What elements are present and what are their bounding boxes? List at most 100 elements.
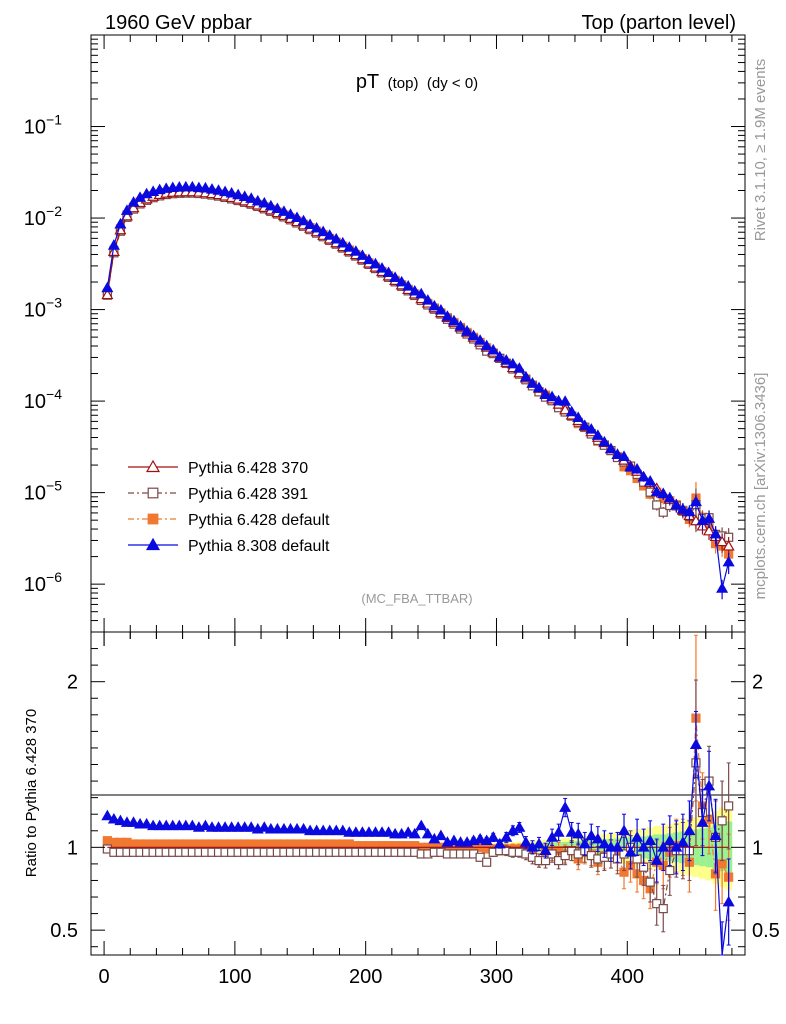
series-marker <box>212 184 225 195</box>
series-marker <box>624 461 637 472</box>
series-marker <box>572 411 585 423</box>
series-marker <box>676 502 689 514</box>
x-tick-label: 100 <box>218 966 251 988</box>
ratio-marker <box>336 824 349 836</box>
ratio-marker <box>482 857 492 867</box>
series-marker <box>652 500 662 510</box>
ratio-tick-label: 1 <box>67 837 78 859</box>
series-marker <box>709 527 722 539</box>
series-marker <box>670 498 683 510</box>
ratio-tick-label: 2 <box>752 672 763 694</box>
ratio-marker <box>539 844 552 855</box>
series-marker <box>245 192 258 203</box>
series-marker <box>657 487 670 499</box>
ratio-marker <box>624 846 637 857</box>
header-right: Top (parton level) <box>581 12 736 34</box>
series-marker <box>500 354 513 365</box>
ratio-marker <box>554 855 564 866</box>
ratio-tick-label: 0.5 <box>50 920 78 942</box>
ratio-marker <box>696 816 709 827</box>
x-axis: 0 100 200 300 400 <box>99 35 733 988</box>
ratio-marker <box>683 824 696 836</box>
series-marker <box>617 450 631 461</box>
series-marker <box>474 334 487 345</box>
series-marker <box>487 343 500 355</box>
ratio-marker <box>676 836 689 847</box>
series-marker <box>454 320 467 331</box>
plot-title-suffix: (dy < 0) <box>427 75 478 92</box>
ratio-marker <box>552 826 565 837</box>
series-marker <box>611 448 624 459</box>
plot-title: pT (top) (dy < 0) <box>356 71 478 93</box>
ratio-marker <box>722 895 735 907</box>
ratio-marker <box>591 832 604 844</box>
ratio-marker <box>532 837 546 849</box>
ratio-tick-label: 1 <box>752 837 763 859</box>
ratio-curves <box>101 634 735 956</box>
ratio-marker <box>717 859 727 869</box>
main-panel: pT (top) (dy < 0) (MC_FBA_TTBAR) 10−110−… <box>24 34 746 633</box>
ratio-marker <box>140 817 153 829</box>
legend-marker <box>145 459 161 473</box>
series-marker <box>323 229 336 240</box>
analysis-label: (MC_FBA_TTBAR) <box>361 591 472 606</box>
series-marker <box>644 475 657 486</box>
series-marker <box>107 245 120 256</box>
ratio-marker <box>644 834 657 846</box>
legend-label: Pythia 6.428 370 <box>188 460 308 477</box>
ratio-marker <box>658 904 668 914</box>
ratio-marker <box>487 831 500 842</box>
ratio-y-label: Ratio to Pythia 6.428 370 <box>23 709 40 877</box>
x-tick-label: 200 <box>349 966 382 988</box>
ratio-marker <box>578 837 591 849</box>
ratio-marker <box>297 822 310 834</box>
y-axis-main: 10−1 10−2 10−3 10−4 10−5 10−6 <box>24 34 745 633</box>
ratio-marker <box>709 829 722 841</box>
series-marker <box>349 245 362 256</box>
legend: Pythia 6.428 370 Pythia 6.428 391 Pythia 6… <box>128 459 330 555</box>
series-marker <box>441 310 454 321</box>
series-marker <box>461 325 474 336</box>
ratio-marker <box>665 865 675 876</box>
main-curves <box>101 180 735 600</box>
legend-marker <box>145 537 161 551</box>
series-marker <box>631 463 644 474</box>
series-marker <box>375 262 389 273</box>
ratio-marker <box>500 831 513 842</box>
series-marker <box>271 202 284 214</box>
series-marker <box>330 232 343 244</box>
ratio-tick-label: 0.5 <box>752 920 780 942</box>
ratio-marker <box>650 854 663 865</box>
header-left: 1960 GeV ppbar <box>105 12 252 34</box>
ratio-marker <box>663 834 676 846</box>
series-marker <box>101 288 114 300</box>
series-marker <box>382 266 395 278</box>
ratio-marker <box>611 841 624 852</box>
ratio-marker <box>415 819 428 831</box>
x-tick-label: 0 <box>99 966 110 988</box>
y-tick-label: 10−1 <box>24 112 62 139</box>
series-marker <box>408 284 421 296</box>
ratio-marker <box>585 829 598 841</box>
ratio-marker <box>408 827 421 839</box>
series-marker <box>277 205 290 216</box>
series-marker <box>225 186 238 198</box>
legend-label: Pythia 6.428 default <box>188 512 330 529</box>
series-marker <box>107 239 120 250</box>
series-marker <box>369 257 382 269</box>
series-marker <box>565 405 578 417</box>
series-marker <box>447 314 461 326</box>
y-tick-label: 10−4 <box>24 386 62 413</box>
ratio-marker <box>493 837 506 849</box>
ratio-marker <box>114 814 127 826</box>
series-marker <box>356 249 369 260</box>
ratio-marker <box>572 827 585 839</box>
series-marker <box>238 190 251 201</box>
series-marker <box>232 188 245 200</box>
series-marker <box>264 199 277 211</box>
ratio-marker <box>199 819 212 831</box>
ratio-marker <box>657 841 670 852</box>
series-marker <box>317 225 330 237</box>
x-tick-label: 400 <box>611 966 644 988</box>
